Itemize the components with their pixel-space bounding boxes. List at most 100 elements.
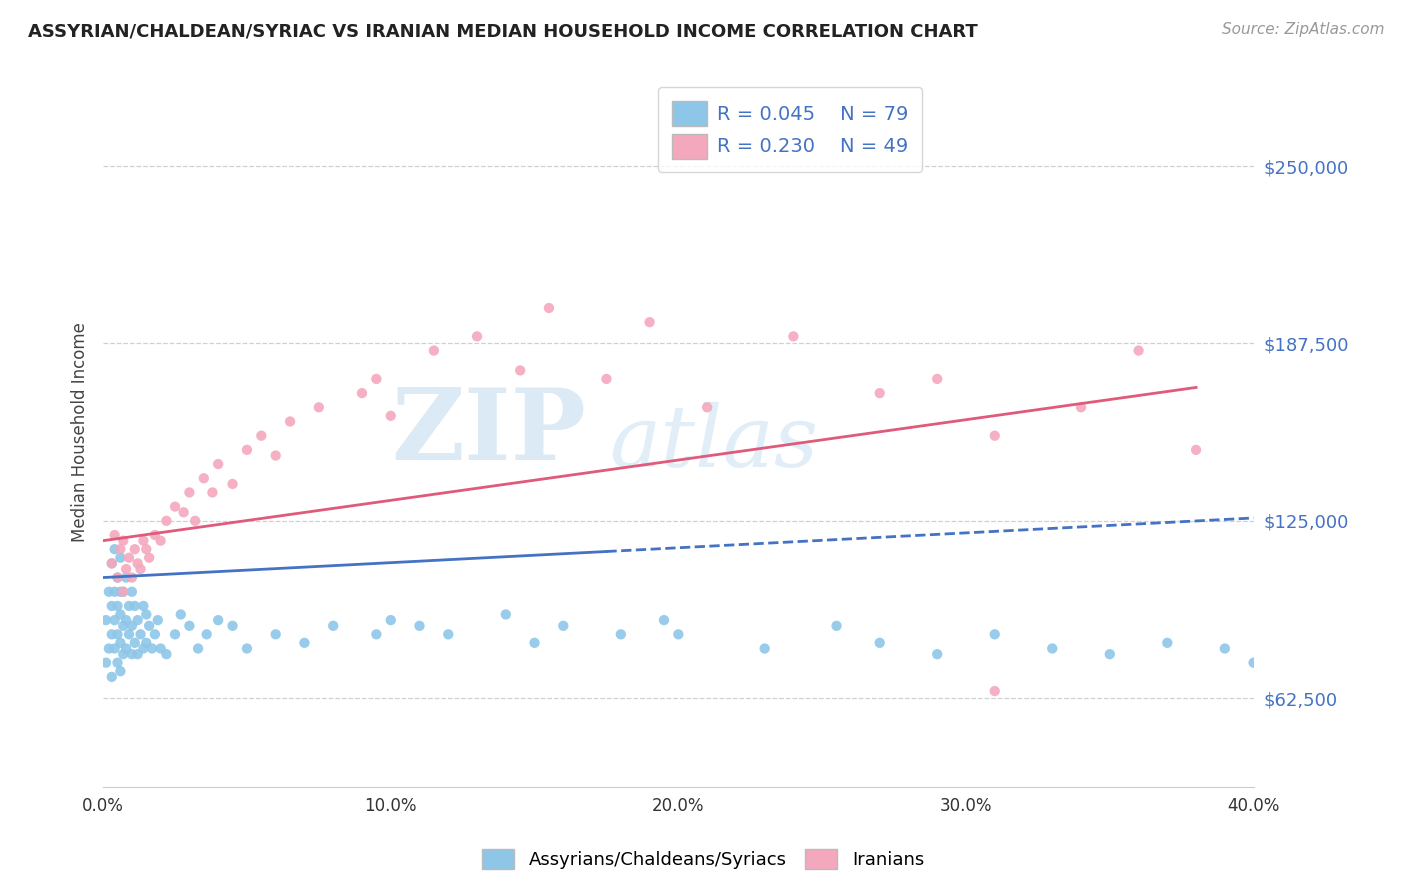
- Point: [927, 372, 949, 386]
- Text: Source: ZipAtlas.com: Source: ZipAtlas.com: [1222, 22, 1385, 37]
- Point: [94, 656, 117, 670]
- Point: [509, 363, 531, 377]
- Point: [523, 636, 546, 650]
- Point: [927, 647, 949, 661]
- Point: [983, 627, 1005, 641]
- Point: [294, 636, 316, 650]
- Point: [1098, 647, 1121, 661]
- Point: [666, 627, 689, 641]
- Point: [1040, 641, 1063, 656]
- Point: [221, 477, 243, 491]
- Point: [163, 627, 186, 641]
- Point: [115, 570, 138, 584]
- Point: [236, 641, 259, 656]
- Point: [195, 627, 218, 641]
- Point: [100, 557, 122, 571]
- Point: [97, 641, 120, 656]
- Point: [652, 613, 675, 627]
- Point: [187, 641, 209, 656]
- Point: [124, 599, 146, 613]
- Point: [207, 457, 229, 471]
- Point: [100, 599, 122, 613]
- Point: [825, 619, 848, 633]
- Point: [112, 584, 135, 599]
- Point: [221, 619, 243, 633]
- Point: [179, 619, 201, 633]
- Point: [408, 619, 430, 633]
- Point: [173, 505, 195, 519]
- Point: [104, 584, 127, 599]
- Point: [127, 557, 149, 571]
- Point: [110, 664, 132, 678]
- Text: ZIP: ZIP: [391, 384, 586, 481]
- Point: [437, 627, 460, 641]
- Point: [869, 386, 891, 401]
- Point: [112, 533, 135, 548]
- Point: [110, 542, 132, 557]
- Point: [132, 599, 155, 613]
- Point: [869, 636, 891, 650]
- Point: [107, 599, 129, 613]
- Point: [118, 627, 141, 641]
- Point: [107, 627, 129, 641]
- Point: [112, 584, 135, 599]
- Point: [127, 647, 149, 661]
- Point: [1185, 442, 1208, 457]
- Point: [495, 607, 517, 622]
- Point: [754, 641, 776, 656]
- Point: [1070, 401, 1092, 415]
- Point: [107, 570, 129, 584]
- Point: [94, 613, 117, 627]
- Point: [100, 557, 122, 571]
- Point: [100, 670, 122, 684]
- Point: [278, 415, 301, 429]
- Point: [132, 533, 155, 548]
- Point: [1243, 656, 1265, 670]
- Point: [155, 647, 177, 661]
- Point: [97, 584, 120, 599]
- Point: [121, 619, 143, 633]
- Point: [308, 401, 330, 415]
- Point: [236, 442, 259, 457]
- Point: [118, 550, 141, 565]
- Point: [107, 570, 129, 584]
- Point: [1213, 641, 1236, 656]
- Point: [155, 514, 177, 528]
- Point: [193, 471, 215, 485]
- Point: [423, 343, 446, 358]
- Point: [110, 550, 132, 565]
- Text: atlas: atlas: [609, 401, 818, 484]
- Point: [143, 528, 166, 542]
- Point: [350, 386, 373, 401]
- Point: [380, 409, 402, 423]
- Point: [264, 627, 287, 641]
- Point: [163, 500, 186, 514]
- Point: [322, 619, 344, 633]
- Point: [135, 542, 157, 557]
- Legend: R = 0.045    N = 79, R = 0.230    N = 49: R = 0.045 N = 79, R = 0.230 N = 49: [658, 87, 922, 172]
- Point: [366, 372, 388, 386]
- Point: [112, 619, 135, 633]
- Legend: Assyrians/Chaldeans/Syriacs, Iranians: Assyrians/Chaldeans/Syriacs, Iranians: [472, 839, 934, 879]
- Point: [121, 647, 143, 661]
- Point: [149, 533, 172, 548]
- Point: [610, 627, 633, 641]
- Point: [129, 562, 152, 576]
- Point: [184, 514, 207, 528]
- Point: [100, 627, 122, 641]
- Point: [595, 372, 617, 386]
- Point: [112, 647, 135, 661]
- Point: [143, 627, 166, 641]
- Point: [104, 542, 127, 557]
- Point: [121, 570, 143, 584]
- Point: [179, 485, 201, 500]
- Text: ASSYRIAN/CHALDEAN/SYRIAC VS IRANIAN MEDIAN HOUSEHOLD INCOME CORRELATION CHART: ASSYRIAN/CHALDEAN/SYRIAC VS IRANIAN MEDI…: [28, 22, 977, 40]
- Point: [250, 428, 273, 442]
- Point: [553, 619, 575, 633]
- Point: [121, 584, 143, 599]
- Point: [1128, 343, 1150, 358]
- Point: [115, 641, 138, 656]
- Point: [118, 599, 141, 613]
- Point: [132, 641, 155, 656]
- Point: [170, 607, 193, 622]
